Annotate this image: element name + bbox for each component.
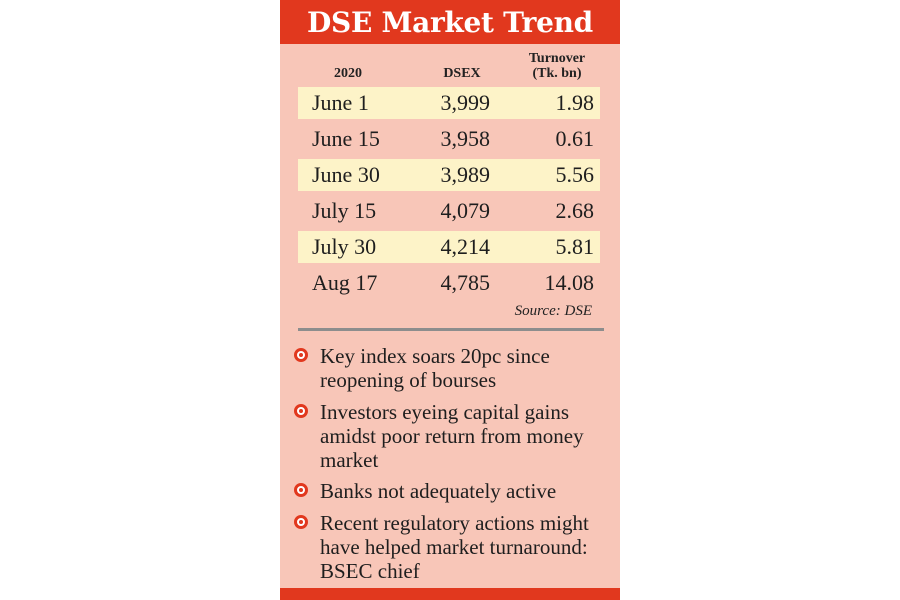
bottom-bar <box>280 588 620 600</box>
row-dsex: 4,079 <box>440 198 491 223</box>
row-turnover: 2.68 <box>555 198 595 223</box>
row-turnover: 14.08 <box>544 270 595 295</box>
card-title: DSE Market Trend <box>307 5 593 39</box>
table-row: July 15 4,079 2.68 <box>298 195 600 227</box>
row-turnover: 0.61 <box>555 126 595 151</box>
table-row: June 30 3,989 5.56 <box>298 159 600 191</box>
row-date: July 30 <box>312 234 377 259</box>
header-turnover: Turnover (Tk. bn) <box>512 51 602 81</box>
row-turnover: 5.56 <box>555 162 595 187</box>
bullet-text: Investors eyeing capital gains amidst po… <box>320 400 584 472</box>
header-dsex: DSEX <box>443 66 481 81</box>
row-dsex: 4,214 <box>440 234 491 259</box>
source-note: Source: DSE <box>514 303 592 319</box>
bullet-circle-icon <box>294 404 308 418</box>
header-turnover-line2: (Tk. bn) <box>532 66 582 81</box>
row-dsex: 3,999 <box>440 90 491 115</box>
row-date: June 15 <box>312 126 380 151</box>
row-date: July 15 <box>312 198 377 223</box>
row-turnover: 1.98 <box>555 90 595 115</box>
bullet-text: Recent regulatory actions might have hel… <box>320 511 589 583</box>
bullet-circle-icon <box>294 515 308 529</box>
table-row: Aug 17 4,785 14.08 <box>298 267 600 299</box>
table-row: June 15 3,958 0.61 <box>298 123 600 155</box>
divider <box>298 328 604 331</box>
title-bar: DSE Market Trend <box>280 0 620 44</box>
row-date: June 1 <box>312 90 369 115</box>
row-dsex: 3,989 <box>440 162 491 187</box>
bullet-circle-icon <box>294 483 308 497</box>
row-date: Aug 17 <box>312 270 378 295</box>
header-turnover-line1: Turnover <box>528 51 586 66</box>
table-row: June 1 3,999 1.98 <box>298 87 600 119</box>
bullet-text: Key index soars 20pc since reopening of … <box>320 344 550 392</box>
row-date: June 30 <box>312 162 380 187</box>
row-dsex: 3,958 <box>440 126 491 151</box>
dse-market-trend-card: DSE Market Trend 2020 DSEX Turnover (Tk.… <box>280 0 620 600</box>
row-turnover: 5.81 <box>555 234 595 259</box>
row-dsex: 4,785 <box>440 270 491 295</box>
bullet-circle-icon <box>294 348 308 362</box>
bullet-text: Banks not adequately active <box>320 479 557 503</box>
header-year: 2020 <box>334 66 362 81</box>
table-row: July 30 4,214 5.81 <box>298 231 600 263</box>
